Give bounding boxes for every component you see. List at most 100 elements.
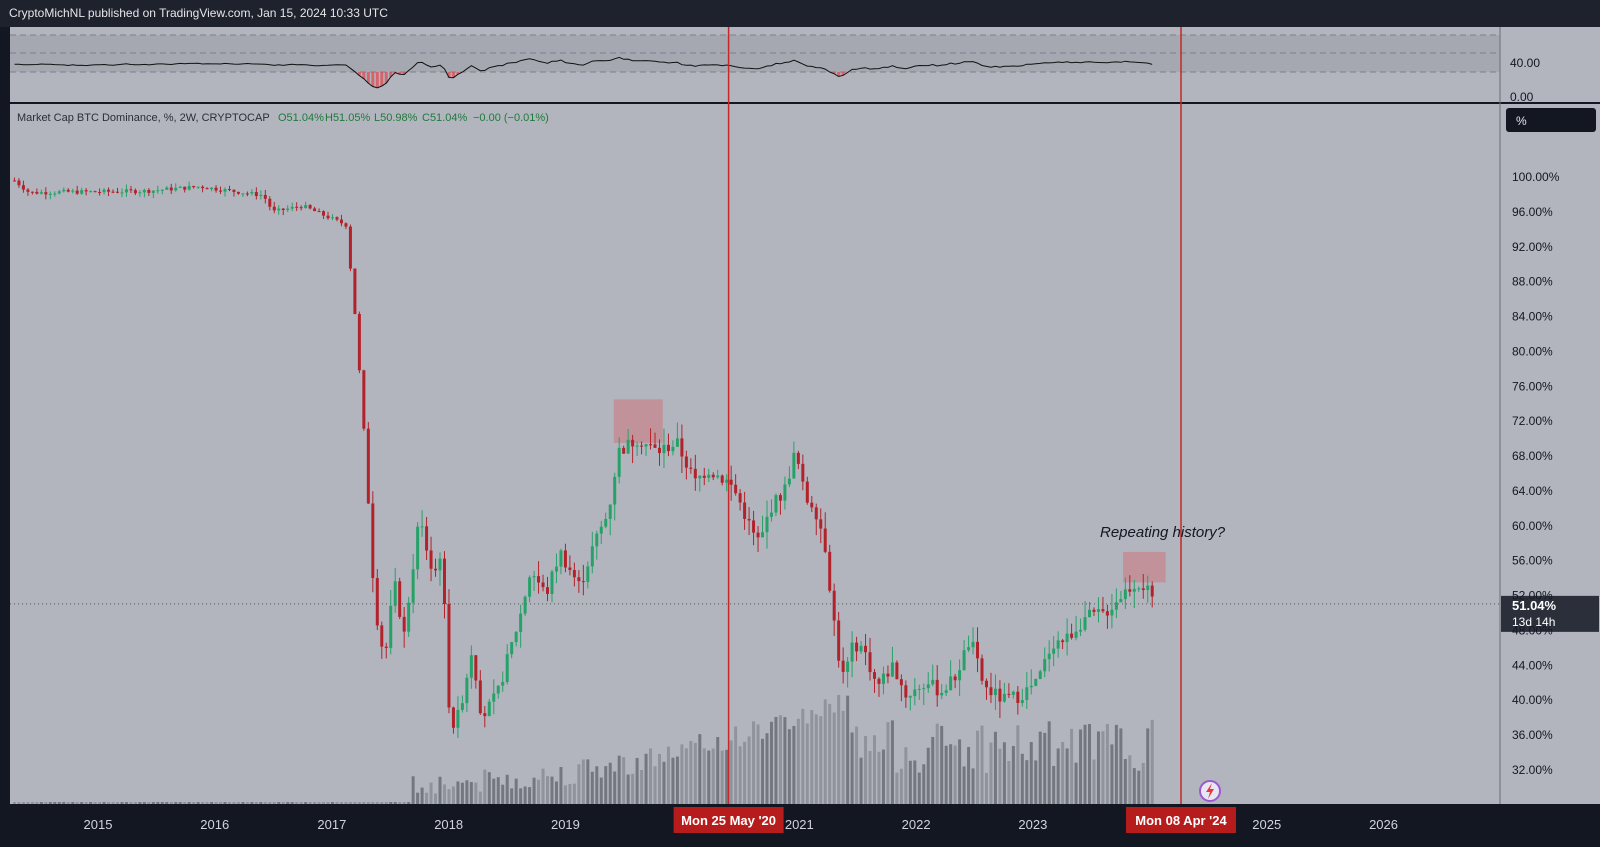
volume-bar	[783, 717, 787, 804]
candle-body	[989, 687, 993, 696]
candle-body	[165, 187, 169, 190]
candle-body	[890, 662, 894, 677]
volume-bar	[859, 757, 863, 804]
volume-bar	[953, 745, 957, 804]
volume-bar	[559, 766, 563, 804]
candle-body	[84, 190, 88, 192]
candle-body	[774, 495, 778, 513]
volume-bar	[1056, 748, 1060, 804]
volume-bar	[165, 802, 169, 804]
chart-area[interactable]: 40.00 0.00 Market Cap BTC Dominance, %, …	[0, 27, 1600, 847]
volume-bar	[1016, 725, 1020, 804]
volume-bar	[1128, 755, 1132, 804]
candle-body	[174, 187, 178, 191]
candle-body	[353, 268, 357, 314]
unit-button[interactable]	[1506, 108, 1596, 132]
volume-bar	[1146, 728, 1150, 804]
candle-body	[398, 581, 402, 617]
candle-body	[169, 187, 173, 191]
candle-body	[554, 566, 558, 572]
candle-body	[519, 613, 523, 632]
candle-body	[1114, 602, 1118, 610]
last-price-value: 51.04%	[1512, 598, 1557, 613]
volume-bar	[456, 781, 460, 804]
candle-body	[89, 191, 93, 193]
candle-body	[322, 211, 326, 216]
rsi-tick-0: 0.00	[1510, 90, 1534, 104]
volume-bar	[873, 735, 877, 804]
candle-body	[559, 550, 563, 567]
volume-bar	[617, 755, 621, 804]
y-tick-label: 44.00%	[1512, 658, 1553, 672]
volume-bar	[613, 771, 617, 804]
candle-body	[1070, 633, 1074, 638]
volume-bar	[967, 746, 971, 804]
volume-bar	[138, 802, 142, 804]
candle-body	[102, 189, 106, 193]
volume-bar	[787, 729, 791, 804]
candle-body	[881, 673, 885, 684]
candle-body	[380, 625, 384, 647]
candle-body	[344, 223, 348, 227]
volume-bar	[604, 766, 608, 804]
volume-bar	[219, 802, 223, 804]
volume-bar	[366, 802, 370, 804]
candle-body	[196, 186, 200, 188]
candle-body	[725, 479, 729, 483]
volume-bar	[523, 786, 527, 804]
volume-bar	[837, 694, 841, 804]
candle-body	[586, 566, 590, 582]
volume-bar	[362, 802, 366, 804]
candle-body	[622, 447, 626, 454]
volume-bar	[877, 751, 881, 804]
volume-bar	[335, 802, 339, 804]
y-tick-label: 36.00%	[1512, 728, 1553, 742]
volume-bar	[993, 731, 997, 804]
publisher-bar: CryptoMichNL published on TradingView.co…	[0, 0, 1600, 27]
volume-bar	[227, 802, 231, 804]
volume-bar	[151, 802, 155, 804]
volume-bar	[998, 748, 1002, 804]
volume-bar	[720, 750, 724, 804]
candle-body	[917, 688, 921, 690]
candle-body	[1043, 659, 1047, 672]
volume-bar	[904, 747, 908, 804]
volume-bar	[841, 710, 845, 804]
volume-bar	[214, 802, 218, 804]
candle-body	[1029, 685, 1033, 688]
candle-body	[657, 447, 661, 454]
volume-bar	[1096, 731, 1100, 804]
volume-bar	[107, 802, 111, 804]
candle-body	[469, 655, 473, 678]
candle-body	[147, 189, 151, 193]
candle-body	[290, 206, 294, 209]
candle-body	[577, 577, 581, 582]
candle-body	[1007, 693, 1011, 695]
volume-bar	[976, 730, 980, 804]
volume-bar	[277, 802, 281, 804]
x-tick-label: 2026	[1369, 817, 1398, 832]
candles	[12, 177, 1154, 739]
candle-body	[17, 180, 21, 186]
volume-bar	[1137, 770, 1141, 804]
volume-bar	[734, 726, 738, 804]
lightning-badge[interactable]	[1199, 780, 1221, 802]
volume-bar	[1141, 762, 1145, 804]
volume-bar	[129, 802, 133, 804]
volume-bar	[671, 757, 675, 804]
volume-bar	[819, 716, 823, 804]
volume-bar	[407, 802, 411, 804]
volume-bar	[514, 778, 518, 804]
volume-bar	[250, 802, 254, 804]
volume-bar	[429, 782, 433, 804]
volume-bar	[308, 802, 312, 804]
candle-body	[438, 558, 442, 571]
candle-body	[348, 226, 352, 269]
candle-body	[864, 645, 868, 653]
candle-body	[219, 190, 223, 192]
candle-body	[1141, 588, 1145, 590]
annotation-text: Repeating history?	[1100, 524, 1226, 541]
volume-bar	[702, 748, 706, 804]
volume-bar	[1007, 761, 1011, 804]
volume-bar	[505, 774, 509, 804]
